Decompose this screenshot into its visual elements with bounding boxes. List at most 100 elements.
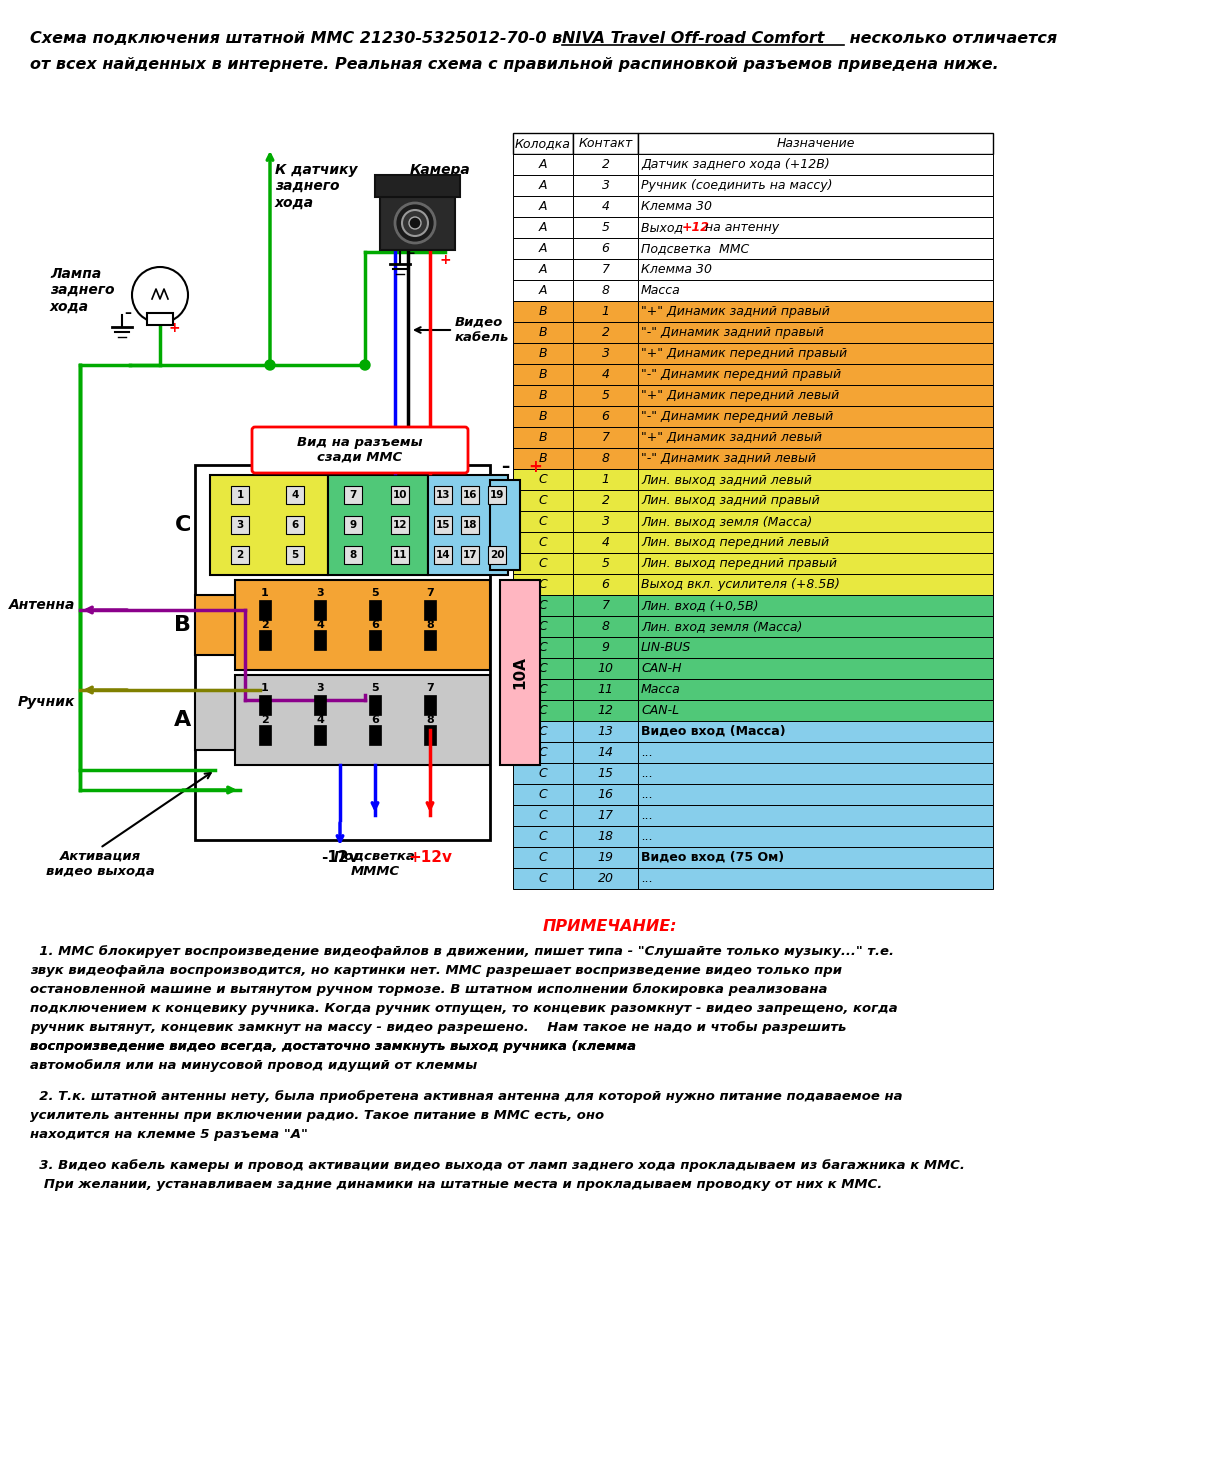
Bar bbox=[573, 595, 638, 616]
Text: Антенна: Антенна bbox=[9, 598, 74, 612]
Bar bbox=[638, 847, 993, 867]
Bar bbox=[638, 867, 993, 889]
Text: ПРИМЕЧАНИЕ:: ПРИМЕЧАНИЕ: bbox=[543, 919, 677, 933]
Bar bbox=[461, 516, 479, 534]
Text: 18: 18 bbox=[462, 520, 477, 531]
Text: CAN-L: CAN-L bbox=[640, 704, 680, 717]
Text: 13: 13 bbox=[436, 490, 450, 500]
Text: +12: +12 bbox=[682, 220, 710, 234]
Bar bbox=[638, 365, 993, 385]
Text: 14: 14 bbox=[436, 550, 450, 560]
Text: 12: 12 bbox=[393, 520, 407, 531]
Bar bbox=[512, 826, 573, 847]
Text: C: C bbox=[538, 767, 548, 781]
Text: C: C bbox=[174, 514, 192, 535]
Text: 3: 3 bbox=[601, 179, 610, 193]
Bar bbox=[573, 448, 638, 469]
Bar bbox=[573, 469, 638, 490]
Text: 5: 5 bbox=[601, 557, 610, 570]
Bar bbox=[512, 175, 573, 196]
Bar bbox=[638, 616, 993, 637]
Bar bbox=[512, 259, 573, 279]
Bar bbox=[512, 196, 573, 218]
Text: B: B bbox=[539, 451, 548, 465]
Bar bbox=[638, 720, 993, 742]
Text: 9: 9 bbox=[601, 641, 610, 654]
Bar bbox=[314, 725, 326, 745]
Bar bbox=[573, 867, 638, 889]
Text: A: A bbox=[539, 284, 548, 297]
Bar bbox=[434, 516, 451, 534]
Bar bbox=[425, 600, 436, 620]
Text: остановленной машине и вытянутом ручном тормозе. В штатном исполнении блокировка: остановленной машине и вытянутом ручном … bbox=[30, 983, 827, 997]
Text: LIN-BUS: LIN-BUS bbox=[640, 641, 692, 654]
Text: 16: 16 bbox=[462, 490, 477, 500]
Text: 17: 17 bbox=[598, 809, 614, 822]
Text: CAN-H: CAN-H bbox=[640, 662, 682, 675]
Bar bbox=[638, 238, 993, 259]
Text: A: A bbox=[174, 710, 192, 731]
Text: A: A bbox=[539, 179, 548, 193]
Text: Лампа
заднего
хода: Лампа заднего хода bbox=[50, 268, 115, 313]
Bar bbox=[638, 406, 993, 426]
Text: B: B bbox=[539, 304, 548, 318]
Bar bbox=[638, 637, 993, 659]
Bar bbox=[573, 406, 638, 426]
Text: 10А: 10А bbox=[512, 656, 527, 689]
Text: 6: 6 bbox=[371, 620, 379, 631]
Bar bbox=[573, 132, 638, 154]
Text: 12: 12 bbox=[598, 704, 614, 717]
Bar bbox=[368, 725, 381, 745]
Bar bbox=[512, 595, 573, 616]
Bar bbox=[512, 343, 573, 365]
Bar bbox=[195, 595, 235, 656]
Bar bbox=[638, 763, 993, 784]
Bar bbox=[425, 725, 436, 745]
Text: 19: 19 bbox=[489, 490, 504, 500]
Text: 2: 2 bbox=[601, 494, 610, 507]
Bar bbox=[434, 545, 451, 564]
Text: "-" Динамик передний левый: "-" Динамик передний левый bbox=[640, 410, 833, 423]
Text: 4: 4 bbox=[601, 368, 610, 381]
Bar bbox=[512, 867, 573, 889]
Bar bbox=[638, 448, 993, 469]
Bar bbox=[344, 516, 362, 534]
Text: –: – bbox=[124, 306, 132, 320]
Text: 4: 4 bbox=[316, 714, 325, 725]
Text: C: C bbox=[538, 704, 548, 717]
Text: A: A bbox=[539, 157, 548, 171]
Text: C: C bbox=[538, 537, 548, 548]
Bar bbox=[638, 469, 993, 490]
Bar bbox=[512, 784, 573, 806]
Text: 14: 14 bbox=[598, 745, 614, 759]
Bar bbox=[512, 279, 573, 301]
Bar bbox=[488, 487, 506, 504]
Text: Клемма 30: Клемма 30 bbox=[640, 263, 712, 276]
Bar bbox=[512, 218, 573, 238]
Text: B: B bbox=[539, 368, 548, 381]
Bar bbox=[434, 487, 451, 504]
Text: Лин. вход земля (Масса): Лин. вход земля (Масса) bbox=[640, 620, 803, 634]
Text: ...: ... bbox=[640, 788, 653, 801]
Text: 15: 15 bbox=[598, 767, 614, 781]
Bar bbox=[285, 487, 304, 504]
Text: 7: 7 bbox=[601, 431, 610, 444]
Text: При желании, устанавливаем задние динамики на штатные места и прокладываем прово: При желании, устанавливаем задние динами… bbox=[30, 1177, 882, 1191]
Text: 5: 5 bbox=[601, 220, 610, 234]
Bar bbox=[259, 600, 271, 620]
Bar bbox=[512, 490, 573, 512]
Bar bbox=[573, 512, 638, 532]
Text: Клемма 30: Клемма 30 bbox=[640, 200, 712, 213]
Bar bbox=[638, 679, 993, 700]
Text: 3: 3 bbox=[601, 514, 610, 528]
Bar bbox=[512, 720, 573, 742]
Text: B: B bbox=[539, 431, 548, 444]
Bar bbox=[638, 573, 993, 595]
Text: 2: 2 bbox=[237, 550, 244, 560]
Text: 6: 6 bbox=[292, 520, 299, 531]
Text: Колодка: Колодка bbox=[515, 137, 571, 150]
Bar bbox=[512, 426, 573, 448]
Text: ...: ... bbox=[640, 745, 653, 759]
Bar bbox=[512, 847, 573, 867]
Text: 3: 3 bbox=[316, 684, 323, 692]
